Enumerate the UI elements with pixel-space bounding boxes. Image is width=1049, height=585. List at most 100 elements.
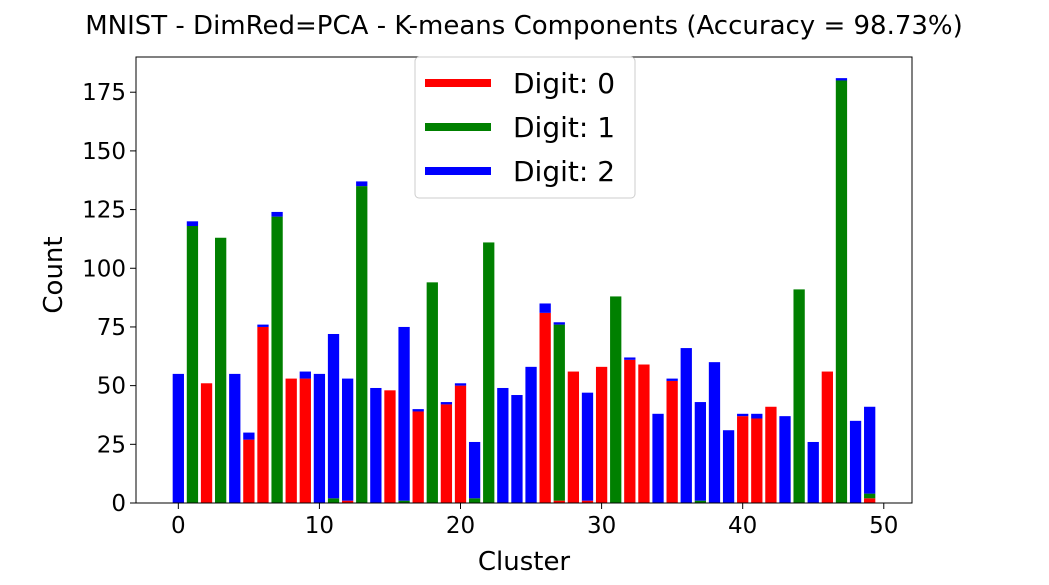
- bar-cluster-7-series-2: [271, 211, 283, 217]
- bar-cluster-27-series-0: [553, 500, 565, 503]
- bar-cluster-47-series-2: [835, 78, 848, 81]
- legend: Digit: 0 Digit: 1 Digit: 2: [414, 56, 636, 199]
- y-tick-label: 150: [82, 139, 126, 165]
- bar-cluster-5-series-2: [243, 432, 255, 440]
- bar-cluster-33-series-0: [638, 364, 650, 503]
- bar-cluster-9-series-0: [299, 378, 311, 503]
- bar-cluster-40-series-2: [737, 413, 749, 417]
- bar-cluster-11-series-2: [327, 333, 340, 499]
- bar-cluster-49-series-0: [864, 498, 876, 503]
- bar-cluster-27-series-2: [553, 322, 565, 325]
- bar-cluster-32-series-2: [624, 357, 636, 360]
- bar-cluster-8-series-0: [285, 378, 297, 503]
- bar-cluster-39-series-2: [722, 430, 735, 503]
- bar-cluster-31-series-1: [610, 296, 622, 503]
- bar-cluster-49-series-1: [864, 493, 876, 499]
- bar-cluster-2-series-0: [200, 383, 213, 503]
- bar-cluster-36-series-2: [680, 348, 692, 503]
- bar-cluster-5-series-0: [243, 439, 255, 503]
- bar-cluster-7-series-1: [271, 216, 283, 503]
- legend-box: [414, 56, 636, 199]
- y-tick-label: 25: [97, 432, 126, 458]
- y-tick-label: 75: [97, 315, 126, 341]
- bar-cluster-19-series-0: [440, 404, 453, 503]
- x-tick-label: 10: [305, 513, 334, 539]
- bar-cluster-41-series-0: [751, 418, 763, 503]
- x-tick-label: 40: [728, 513, 757, 539]
- ticks-group: 0 10 20 30 40 50 0 25 50 75 100 125 150 175: [82, 80, 898, 539]
- bar-cluster-35-series-2: [666, 378, 678, 381]
- bar-cluster-47-series-1: [835, 80, 848, 503]
- bar-cluster-34-series-2: [652, 413, 664, 503]
- bar-cluster-21-series-2: [468, 441, 481, 499]
- bar-cluster-21-series-1: [468, 498, 481, 503]
- legend-label-2: Digit: 2: [513, 155, 615, 188]
- bar-cluster-14-series-2: [370, 387, 382, 503]
- bar-cluster-17-series-0: [412, 411, 424, 503]
- bar-cluster-20-series-2: [454, 383, 467, 386]
- bar-cluster-27-series-1: [553, 324, 565, 501]
- bar-cluster-38-series-2: [708, 362, 721, 503]
- bar-cluster-12-series-2: [341, 378, 354, 501]
- bar-cluster-11-series-1: [327, 498, 340, 503]
- bar-cluster-3-series-1: [215, 237, 227, 503]
- y-tick-label: 50: [97, 374, 126, 400]
- bar-cluster-16-series-1: [398, 500, 410, 503]
- bar-cluster-48-series-2: [849, 420, 862, 503]
- bar-cluster-20-series-0: [454, 385, 467, 503]
- bar-cluster-45-series-2: [807, 441, 819, 503]
- bar-cluster-12-series-0: [341, 500, 354, 503]
- bar-cluster-4-series-2: [229, 373, 241, 503]
- bar-cluster-46-series-0: [821, 371, 833, 503]
- y-tick-label: 0: [111, 491, 126, 517]
- bar-cluster-13-series-2: [356, 181, 368, 187]
- legend-label-0: Digit: 0: [513, 67, 615, 100]
- y-tick-label: 175: [82, 80, 126, 106]
- bar-cluster-26-series-2: [539, 303, 551, 313]
- x-axis-label: Cluster: [478, 547, 571, 577]
- bar-cluster-44-series-1: [793, 289, 805, 503]
- bar-cluster-22-series-1: [483, 242, 495, 503]
- bar-cluster-28-series-0: [567, 371, 580, 503]
- bar-cluster-42-series-0: [765, 406, 777, 503]
- bar-cluster-0-series-2: [172, 373, 184, 503]
- bar-cluster-24-series-2: [511, 395, 523, 503]
- bar-cluster-9-series-2: [299, 371, 311, 379]
- bar-cluster-15-series-0: [384, 390, 396, 503]
- bars-group: [172, 78, 876, 504]
- bar-cluster-30-series-0: [595, 366, 608, 503]
- bar-cluster-10-series-2: [313, 373, 326, 503]
- bar-cluster-26-series-0: [539, 312, 551, 503]
- bar-cluster-41-series-2: [751, 413, 763, 419]
- bar-cluster-25-series-2: [525, 366, 537, 503]
- x-tick-label: 0: [171, 513, 186, 539]
- bar-cluster-18-series-1: [426, 282, 438, 503]
- bar-cluster-6-series-0: [257, 326, 269, 503]
- bar-cluster-23-series-2: [497, 387, 509, 503]
- x-tick-label: 20: [446, 513, 475, 539]
- bar-cluster-29-series-0: [581, 500, 594, 503]
- bar-cluster-1-series-2: [186, 221, 199, 227]
- chart-title: MNIST - DimRed=PCA - K-means Components …: [85, 11, 963, 41]
- bar-cluster-19-series-2: [440, 402, 453, 405]
- y-tick-label: 125: [82, 198, 126, 224]
- bar-cluster-32-series-0: [624, 359, 636, 503]
- x-tick-label: 30: [587, 513, 616, 539]
- bar-cluster-43-series-2: [779, 416, 791, 503]
- bar-cluster-1-series-1: [186, 226, 199, 503]
- bar-cluster-37-series-1: [694, 500, 707, 503]
- y-axis-label: Count: [39, 236, 69, 313]
- x-tick-label: 50: [869, 513, 898, 539]
- y-tick-label: 100: [82, 256, 126, 282]
- bar-cluster-49-series-2: [864, 406, 876, 494]
- bar-cluster-40-series-0: [737, 416, 749, 503]
- bar-cluster-16-series-2: [398, 326, 410, 501]
- bar-cluster-35-series-0: [666, 380, 678, 503]
- bar-cluster-13-series-1: [356, 186, 368, 504]
- bar-cluster-17-series-2: [412, 409, 424, 412]
- bar-cluster-6-series-2: [257, 324, 269, 327]
- legend-label-1: Digit: 1: [513, 111, 615, 144]
- bar-cluster-37-series-2: [694, 402, 707, 501]
- bar-cluster-29-series-2: [581, 392, 594, 501]
